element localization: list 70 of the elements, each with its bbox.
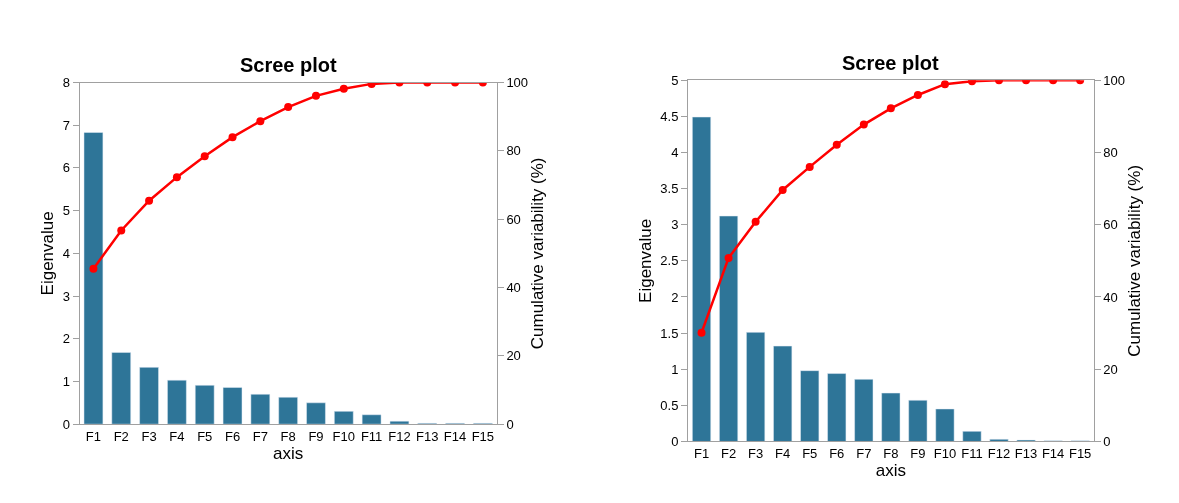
y-tick-label: 3 (62, 288, 70, 304)
x-tick-label: F1 (693, 446, 710, 462)
x-axis-title: axis (273, 443, 304, 463)
y2-tick-label: 0 (1103, 434, 1111, 450)
y-axis-title: Eigenvalue (635, 218, 655, 303)
y-tick-label: 0.5 (660, 397, 679, 413)
y-tick-label: 0 (671, 434, 679, 450)
x-tick-label: F10 (933, 446, 957, 462)
y-tick-label: 6 (62, 160, 70, 176)
y2-tick-label: 100 (1103, 72, 1125, 88)
y-axis-title: Eigenvalue (38, 211, 58, 296)
x-tick-label: F4 (775, 446, 791, 462)
x-tick-label: F4 (169, 428, 185, 444)
x-tick-label: F6 (829, 446, 845, 462)
y2-tick-label: 20 (1103, 361, 1118, 377)
y-tick-label: 1 (62, 374, 70, 390)
y-tick-label: 1.5 (660, 325, 679, 341)
chart-title: Scree plot (842, 52, 940, 74)
y2-axis-title: Cumulative variability (%) (1125, 164, 1145, 357)
x-tick-label: F1 (85, 428, 102, 444)
x-tick-label: F2 (721, 446, 737, 462)
y-tick-label: 2 (62, 331, 70, 347)
y-tick-label: 2.5 (660, 253, 679, 269)
x-tick-label: F8 (280, 428, 296, 444)
x-tick-label: F14 (443, 428, 467, 444)
y-tick-label: 4 (671, 144, 679, 160)
y2-tick-label: 40 (1103, 289, 1118, 305)
x-tick-label: F2 (113, 428, 129, 444)
y-tick-label: 8 (62, 75, 70, 91)
y-tick-label: 1 (671, 361, 679, 377)
y2-tick-label: 20 (506, 348, 521, 364)
x-tick-label: F7 (252, 428, 268, 444)
x-axis-title: axis (875, 461, 906, 481)
x-tick-label: F15 (471, 428, 495, 444)
y2-axis-title: Cumulative variability (%) (528, 157, 548, 350)
y-tick-label: 0 (62, 416, 70, 432)
x-tick-label: F5 (802, 446, 818, 462)
y-tick-label: 7 (62, 117, 70, 133)
y2-tick-label: 80 (506, 143, 521, 159)
x-tick-label: F6 (224, 428, 241, 444)
y-tick-label: 5 (62, 203, 70, 219)
x-tick-label: F12 (388, 428, 411, 444)
x-tick-label: F7 (856, 446, 872, 462)
y2-tick-label: 60 (1103, 217, 1118, 233)
x-tick-label: F13 (416, 428, 439, 444)
y2-tick-label: 0 (506, 416, 514, 432)
y-tick-label: 3 (671, 217, 679, 233)
y2-tick-label: 80 (1103, 144, 1118, 160)
y-tick-label: 5 (671, 72, 679, 88)
x-tick-label: F9 (308, 428, 324, 444)
y2-tick-label: 60 (506, 211, 521, 227)
y-tick-label: 4.5 (660, 108, 679, 124)
x-tick-label: F11 (961, 446, 983, 462)
x-tick-label: F12 (987, 446, 1011, 462)
y2-tick-label: 40 (506, 280, 521, 296)
x-tick-label: F15 (1068, 446, 1092, 462)
x-tick-label: F8 (883, 446, 899, 462)
y-tick-label: 3.5 (660, 181, 679, 197)
x-tick-label: F10 (332, 428, 355, 444)
y2-tick-label: 100 (506, 75, 529, 91)
x-tick-label: F14 (1041, 446, 1065, 462)
chart-title: Scree plot (240, 54, 338, 76)
y-tick-label: 2 (671, 289, 679, 305)
x-tick-label: F3 (748, 446, 764, 462)
x-tick-label: F13 (1014, 446, 1038, 462)
x-tick-label: F3 (141, 428, 157, 444)
x-tick-label: F5 (197, 428, 213, 444)
y-tick-label: 4 (62, 245, 70, 261)
x-tick-label: F9 (910, 446, 926, 462)
x-tick-label: F11 (360, 428, 383, 444)
